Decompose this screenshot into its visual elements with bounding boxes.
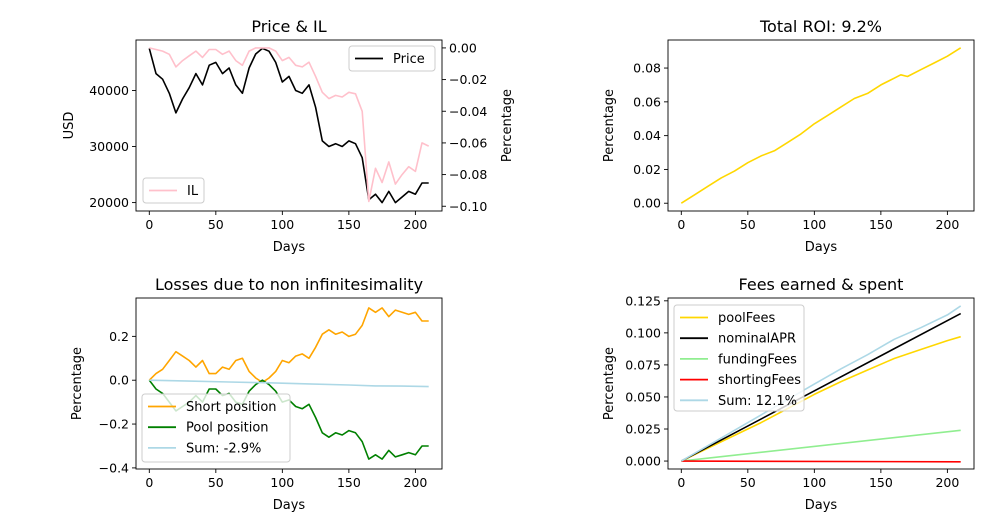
losses-y-tick-label: 0.0 [109, 373, 129, 388]
losses-y-tick-label: −0.4 [99, 460, 129, 475]
price-il-legend-price: Price [348, 45, 436, 72]
price-il-legend-price-box [348, 45, 436, 72]
fees-y-tick-label: 0.125 [625, 293, 661, 308]
price_il-y-tick-label: 40000 [89, 83, 129, 98]
price_il-x-tick-label: 0 [145, 217, 153, 232]
fees-series-line-0 [680, 335, 961, 462]
fees-legend-entry: fundingFees [718, 352, 797, 367]
fees-series-line-2 [681, 429, 961, 462]
losses-x-tick-label: 150 [337, 475, 361, 490]
price_il-y-right-tick-label: −0.02 [449, 72, 487, 87]
roi-x-tick-label: 150 [869, 217, 893, 232]
price_il-x-tick-label: 150 [337, 217, 361, 232]
price_il-x-tick-label: 100 [270, 217, 294, 232]
price_il-x-tick-label: 50 [208, 217, 224, 232]
losses-x-tick-label: 50 [208, 475, 224, 490]
fees-axes-frame [667, 297, 975, 470]
losses-legend-entry: Short position [186, 400, 277, 415]
losses-y-tick-label: −0.2 [99, 417, 129, 432]
price-il-legend-price-entry: Price [393, 52, 425, 67]
fees-legend-entry: nominalAPR [718, 332, 796, 347]
fees-series-line-4 [680, 305, 962, 462]
fees-x-tick-label: 50 [740, 475, 756, 490]
fees-x-tick-label: 150 [869, 475, 893, 490]
fees-series-line-3 [681, 460, 961, 463]
price_il-x-tick-label: 200 [403, 217, 427, 232]
fees-y-tick-label: 0.075 [625, 357, 661, 372]
roi-y-tick-label: 0.04 [633, 128, 661, 143]
losses-legend: Short position Pool position Sum: -2.9% [141, 393, 291, 463]
price_il-y-tick-label: 20000 [89, 195, 129, 210]
losses-x-tick-label: 200 [403, 475, 427, 490]
losses-title: Losses due to non infinitesimality [155, 275, 423, 294]
losses-legend-box [141, 393, 291, 463]
fees-title: Fees earned & spent [739, 275, 904, 294]
price-il-legend-il-entry: IL [187, 184, 199, 199]
price_il-y-right-tick-label: −0.04 [449, 104, 487, 119]
fees-y-tick-label: 0.100 [625, 325, 661, 340]
fees-legend: poolFees nominalAPR fundingFees shortingFee… [673, 304, 805, 412]
roi-xlabel: Days [805, 240, 838, 255]
roi-y-tick-label: 0.02 [633, 162, 661, 177]
fees-xlabel: Days [805, 498, 838, 513]
roi-series-line-0 [680, 47, 962, 204]
fees-y-tick-label: 0.050 [625, 389, 661, 404]
fees-legend-entry: shortingFees [718, 373, 801, 388]
fees-y-tick-label: 0.000 [625, 454, 661, 469]
fees-legend-box [673, 304, 805, 412]
fees-series-line-1 [680, 312, 962, 462]
losses-legend-entry: Pool position [186, 421, 269, 436]
price_il-ylabel-right: Percentage [500, 89, 515, 162]
chart-price_il: Price & IL 0 50 100 150 200 Days 20000 30000 4000… [62, 17, 515, 255]
price_il-y-right-tick-label: 0.00 [449, 40, 477, 55]
roi-x-tick-label: 50 [740, 217, 756, 232]
price_il-axes-frame [135, 39, 443, 212]
losses-series-line-0 [148, 307, 429, 384]
losses-x-tick-label: 100 [270, 475, 294, 490]
roi-ylabel: Percentage [602, 89, 617, 162]
fees-legend-entry: Sum: 12.1% [718, 394, 797, 409]
fees-y-tick-label: 0.025 [625, 422, 661, 437]
losses-ylabel: Percentage [70, 347, 85, 420]
losses-x-tick-label: 0 [145, 475, 153, 490]
losses-series-line-2 [149, 379, 429, 388]
losses-xlabel: Days [273, 498, 306, 513]
price_il-series-line-0 [148, 47, 429, 204]
roi-x-tick-label: 100 [802, 217, 826, 232]
price_il-y-right-tick-label: −0.08 [449, 167, 487, 182]
losses-axes-frame [135, 297, 443, 470]
roi-y-tick-label: 0.06 [633, 94, 661, 109]
price-il-legend-il: IL [142, 177, 205, 204]
roi-y-tick-label: 0.08 [633, 61, 661, 76]
roi-title: Total ROI: 9.2% [759, 17, 882, 36]
fees-legend-entry: poolFees [718, 311, 776, 326]
price_il-xlabel: Days [273, 240, 306, 255]
chart-roi: Total ROI: 9.2% 0 50 100 150 200 Days 0.00 0.02 0… [602, 17, 975, 255]
roi-x-tick-label: 0 [677, 217, 685, 232]
price_il-y-tick-label: 30000 [89, 139, 129, 154]
chart-fees: Fees earned & spent 0 50 100 150 200 Days 0.000… [602, 275, 975, 513]
price_il-ylabel: USD [62, 112, 77, 140]
fees-x-tick-label: 0 [677, 475, 685, 490]
fees-x-tick-label: 100 [802, 475, 826, 490]
roi-y-tick-label: 0.00 [633, 196, 661, 211]
price_il-series-line-1 [149, 47, 430, 203]
losses-legend-entry: Sum: -2.9% [186, 441, 261, 456]
price_il-title: Price & IL [251, 17, 326, 36]
fees-ylabel: Percentage [602, 347, 617, 420]
roi-axes-frame [667, 39, 975, 212]
losses-y-tick-label: 0.2 [109, 329, 129, 344]
price_il-y-right-tick-label: −0.06 [449, 135, 487, 150]
price_il-y-right-tick-label: −0.10 [449, 199, 487, 214]
chart-losses: Losses due to non infinitesimality 0 50 100… [70, 275, 443, 513]
roi-x-tick-label: 200 [935, 217, 959, 232]
fees-x-tick-label: 200 [935, 475, 959, 490]
